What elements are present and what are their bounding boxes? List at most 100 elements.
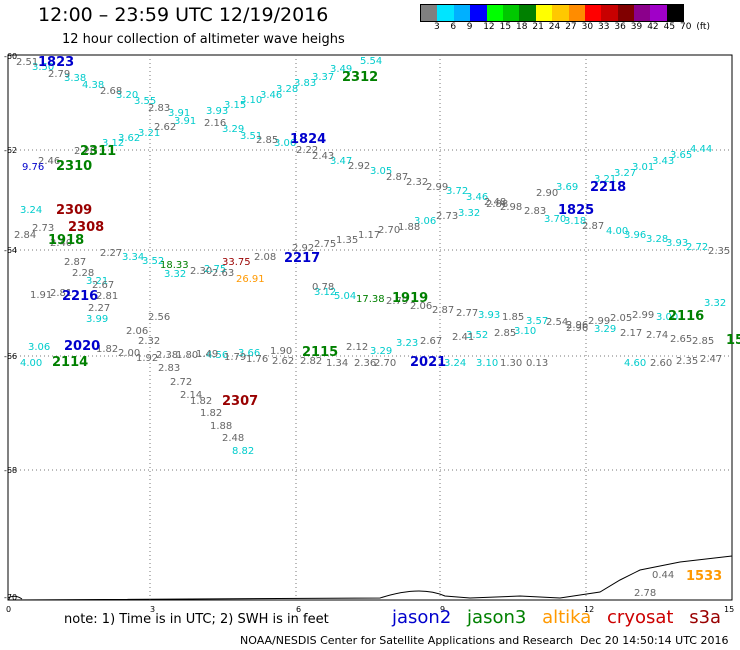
y-tick-label: -66: [4, 352, 17, 361]
swh-label: 2.43: [312, 151, 334, 162]
color-scale-label: 15: [499, 22, 512, 32]
x-tick-label: 12: [584, 605, 594, 614]
credit-date: Dec 20 14:50:14 UTC 2016: [580, 634, 729, 647]
swh-label: 2.00: [118, 348, 140, 359]
track-label: 1919: [392, 291, 428, 306]
swh-label: 3.29: [222, 124, 244, 135]
swh-label: 3.21: [594, 174, 616, 185]
swh-label: 3.66: [238, 348, 260, 359]
color-scale-label: 27: [565, 22, 577, 32]
x-tick-label: 15: [724, 605, 734, 614]
swh-label: 0.44: [652, 570, 674, 581]
color-scale-label: 24: [548, 22, 561, 32]
swh-label: 2.60: [650, 358, 672, 369]
color-scale-label: 36: [614, 22, 626, 32]
swh-label: 9.76: [22, 162, 44, 173]
swh-label: 2.92: [292, 243, 314, 254]
swh-label: 33.75: [222, 257, 251, 268]
track-label: 1824: [290, 132, 326, 147]
swh-label: 2.77: [456, 308, 478, 319]
swh-label: 2.14: [180, 390, 202, 401]
swh-label: 2.99: [632, 310, 654, 321]
swh-label: 1.91: [30, 290, 52, 301]
swh-label: 26.91: [236, 274, 265, 285]
swh-label: 2.46: [38, 156, 60, 167]
swh-label: 2.85: [256, 135, 278, 146]
color-swatch: [486, 5, 503, 21]
swh-label: 1.49: [196, 349, 218, 360]
swh-label: 1.82: [96, 344, 118, 355]
legend-item-s3a: s3a: [689, 607, 722, 628]
color-scale-bar: [420, 4, 685, 22]
swh-label: 2.05: [610, 313, 632, 324]
swh-label: 3.23: [396, 338, 418, 349]
swh-label: 2.73: [436, 211, 458, 222]
track-label: 1825: [558, 203, 594, 218]
swh-label: 3.96: [624, 230, 646, 241]
swh-label: 1.92: [136, 353, 158, 364]
color-swatch: [601, 5, 618, 21]
swh-label: 2.79: [386, 296, 408, 307]
swh-label: 0.78: [312, 282, 334, 293]
track-label: 1823: [38, 55, 74, 70]
swh-label: 2.65: [670, 334, 692, 345]
swh-label: 2.87: [432, 305, 454, 316]
y-tick-label: -64: [4, 246, 17, 255]
x-tick-label: 3: [150, 605, 155, 614]
swh-label: 3.00: [656, 312, 678, 323]
swh-label: 2.32: [406, 177, 428, 188]
swh-label: 1.34: [326, 358, 348, 369]
swh-label: 3.29: [370, 346, 392, 357]
color-scale-label: 9: [466, 22, 473, 32]
swh-label: 3.24: [20, 205, 42, 216]
swh-label: 2.40: [50, 238, 72, 249]
color-swatch: [584, 5, 602, 21]
swh-label: 2.36: [354, 358, 376, 369]
swh-label: 2.98: [500, 202, 522, 213]
color-swatch: [502, 5, 520, 21]
swh-label: 2.12: [346, 342, 368, 353]
track-label: 2115: [302, 345, 338, 360]
swh-label: 2.79: [48, 69, 70, 80]
swh-label: 1.82: [200, 408, 222, 419]
swh-label: 1.88: [398, 222, 420, 233]
swh-label: 2.87: [64, 257, 86, 268]
swh-label: 3.21: [86, 276, 108, 287]
swh-label: 3.21: [138, 128, 160, 139]
color-scale-label: 42: [647, 22, 659, 32]
swh-label: 3.69: [556, 182, 578, 193]
track-label: 2308: [68, 220, 104, 235]
swh-label: 3.93: [666, 238, 688, 249]
swh-label: 3.10: [514, 326, 536, 337]
swh-label: 3.46: [260, 90, 282, 101]
swh-label: 1.30: [500, 358, 522, 369]
color-swatch: [437, 5, 454, 21]
swh-label: 2.99: [426, 182, 448, 193]
swh-label: 3.15: [224, 100, 246, 111]
x-tick-label: 0: [6, 605, 11, 614]
swh-label: 2.83: [524, 206, 546, 217]
swh-label: 3.20: [116, 90, 138, 101]
swh-label: 3.27: [614, 168, 636, 179]
swh-label: 2.78: [634, 588, 656, 599]
swh-label: 3.18: [564, 216, 586, 227]
swh-label: 1.79: [224, 352, 246, 363]
swh-label: 2.70: [374, 358, 396, 369]
swh-label: 2.41: [452, 332, 474, 343]
swh-label: 2.92: [348, 161, 370, 172]
color-swatch: [568, 5, 585, 21]
track-label: 2312: [342, 70, 378, 85]
swh-label: 3.83: [294, 78, 316, 89]
swh-label: 2.47: [700, 354, 722, 365]
swh-label: 2.72: [170, 377, 192, 388]
y-tick-label: -60: [4, 52, 17, 61]
swh-label: 2.06: [126, 326, 148, 337]
swh-label: 2.67: [420, 336, 442, 347]
swh-label: 2.22: [296, 145, 318, 156]
swh-label: 3.10: [476, 358, 498, 369]
swh-label: 2.56: [148, 312, 170, 323]
swh-label: 3.10: [240, 95, 262, 106]
track-label: 2217: [284, 251, 320, 266]
color-scale-label: 3: [434, 22, 440, 32]
swh-label: 5.04: [334, 291, 356, 302]
